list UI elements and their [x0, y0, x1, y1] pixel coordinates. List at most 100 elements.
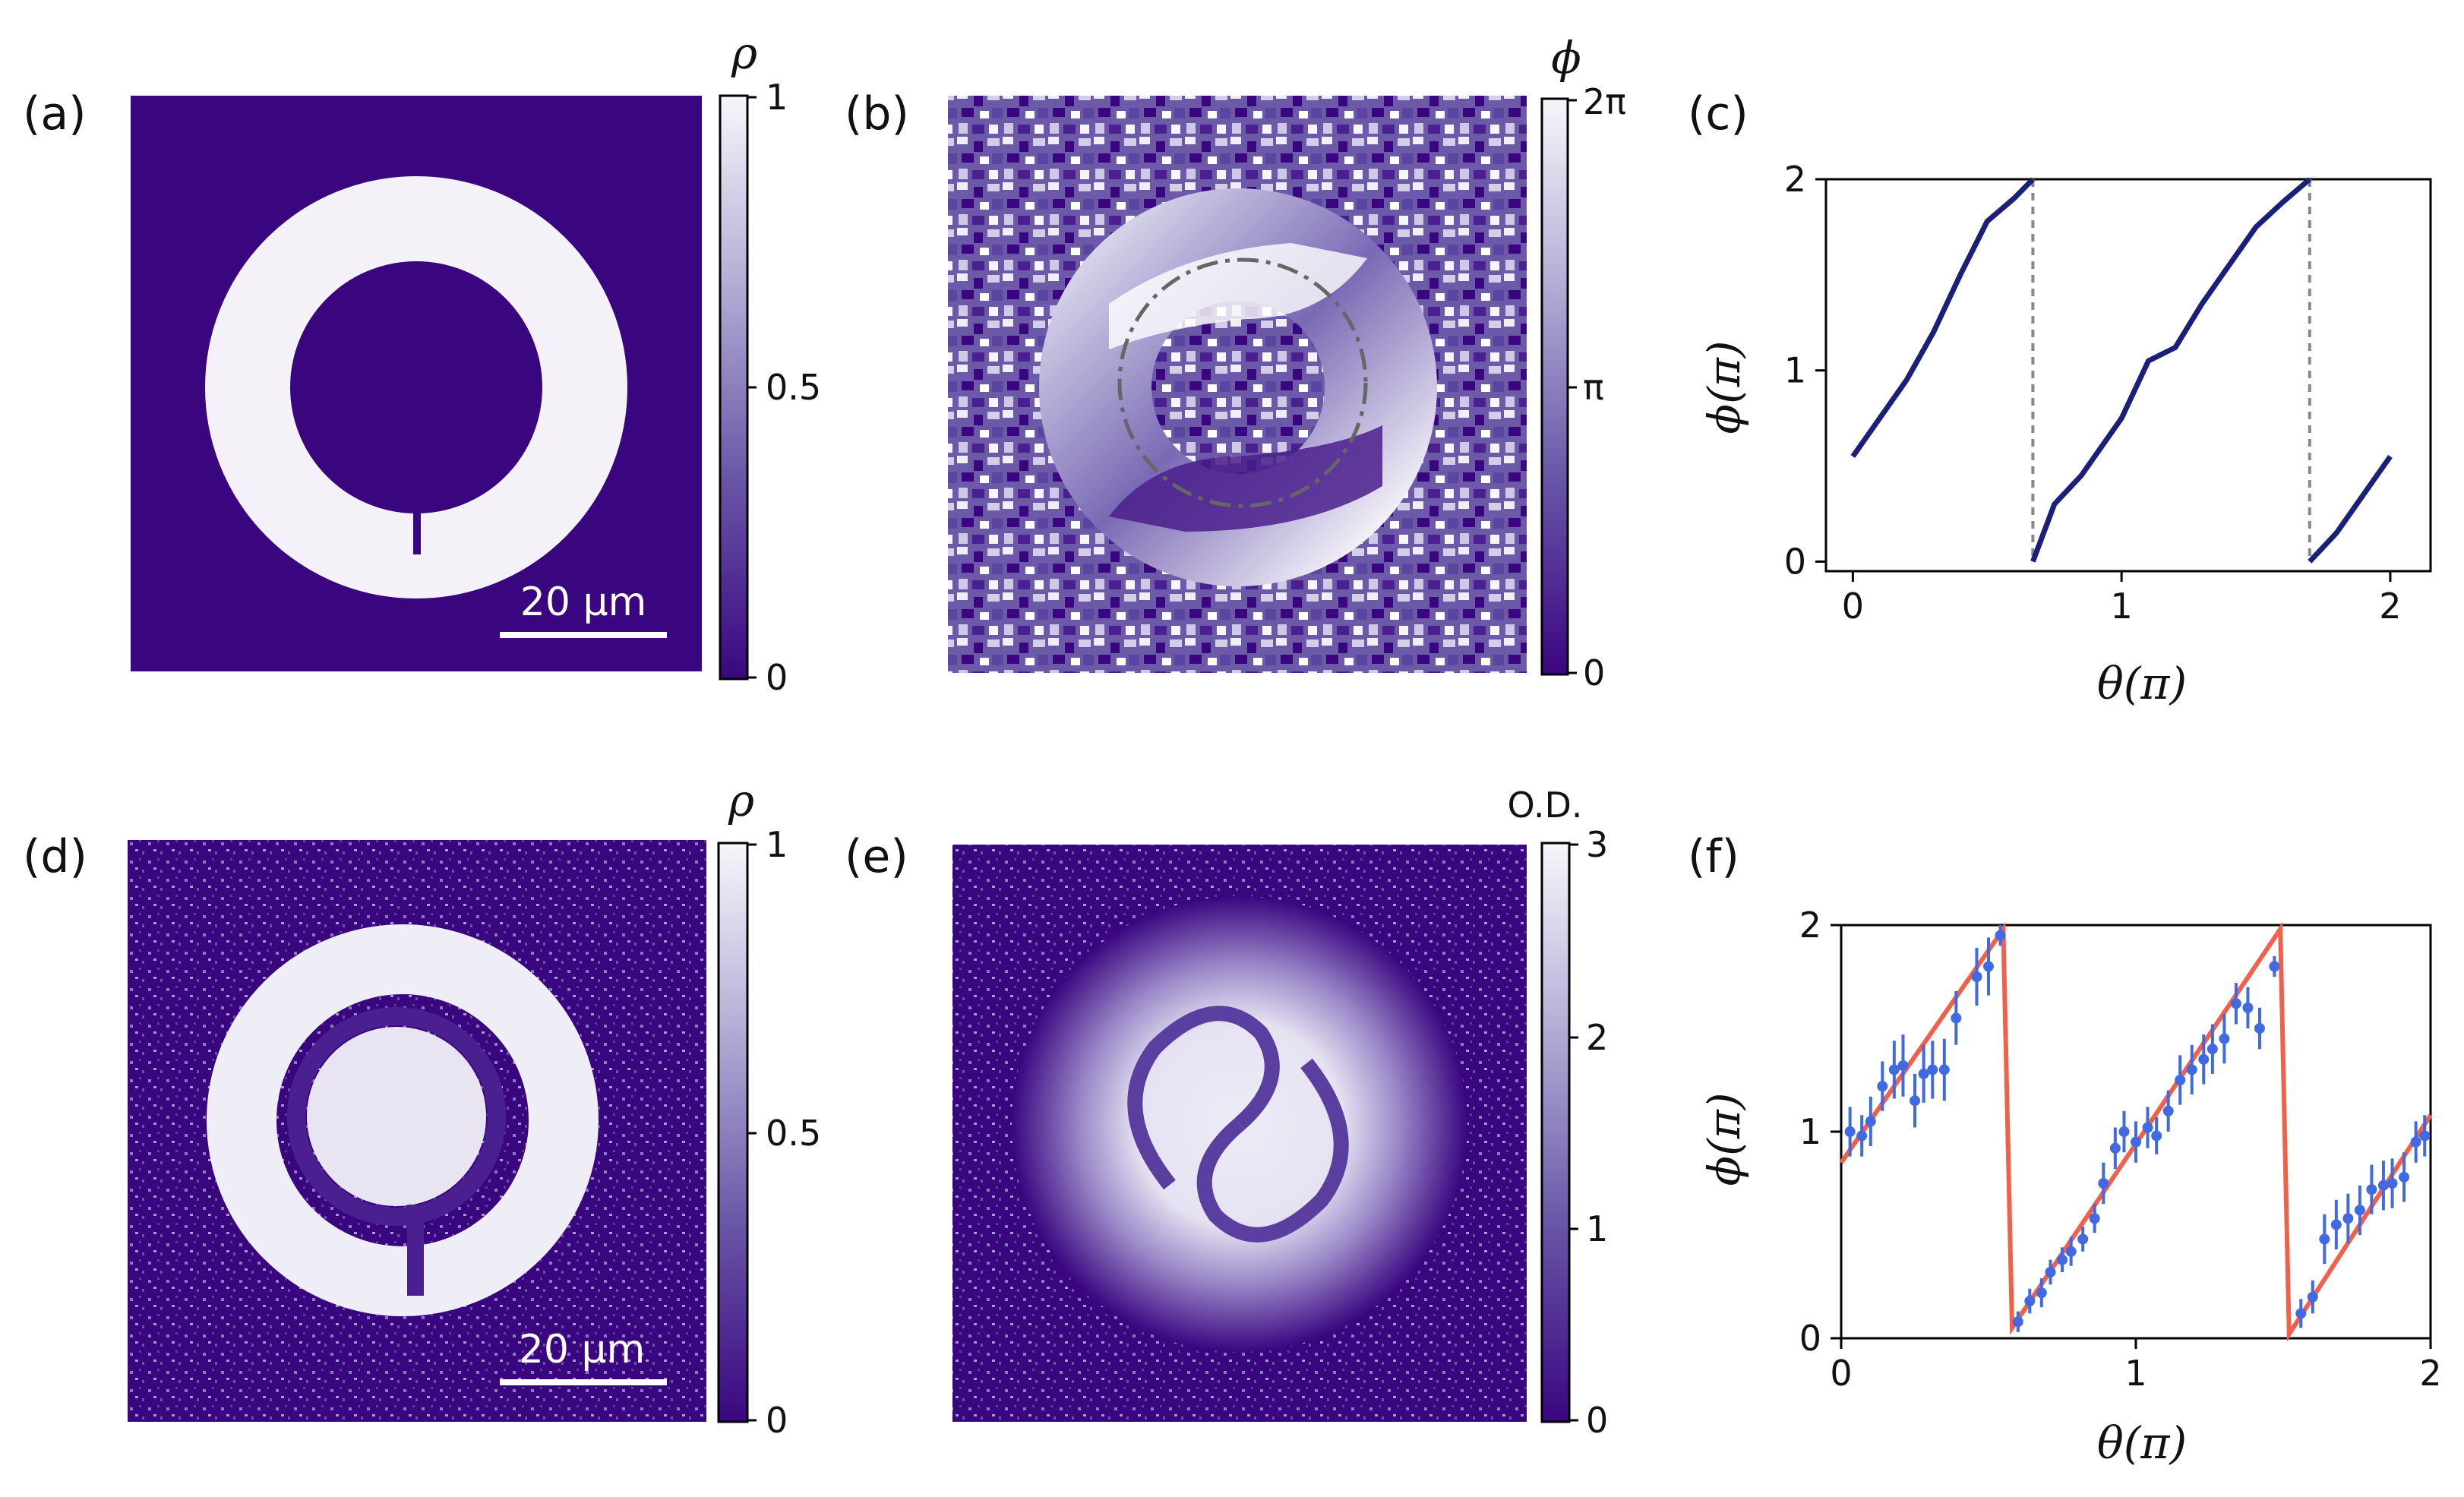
- data-point: [2319, 1233, 2330, 1245]
- y-tick-label: 2: [1784, 159, 1806, 200]
- data-point: [2295, 1308, 2307, 1319]
- data-point: [2219, 1033, 2230, 1044]
- data-point: [2089, 1213, 2100, 1224]
- x-tick-label: 2: [2379, 586, 2401, 627]
- panel-d-colorbar: ρ 1 0.5 0: [717, 775, 821, 1441]
- data-point: [1927, 1064, 1938, 1075]
- colorbar-d-tick: 1: [766, 824, 788, 865]
- panel-a-label: (a): [23, 87, 87, 141]
- colorbar-e-tick: 3: [1586, 824, 1608, 865]
- data-point: [2065, 1246, 2077, 1257]
- panel-f-xlabel: θ(π): [2097, 1417, 2187, 1469]
- data-point: [2118, 1126, 2130, 1137]
- panel-e-image: [952, 845, 1527, 1422]
- colorbar-a-tick: 0.5: [766, 367, 821, 408]
- panel-f-label: (f): [1688, 830, 1739, 883]
- data-point: [2377, 1180, 2389, 1191]
- data-point: [2045, 1266, 2056, 1278]
- colorbar-a-title: ρ: [731, 27, 757, 79]
- data-point: [2399, 1171, 2410, 1183]
- data-point: [2354, 1205, 2365, 1216]
- data-point: [2330, 1219, 2342, 1230]
- data-point: [2207, 1044, 2218, 1055]
- colorbar-a-tick: 0: [766, 657, 788, 698]
- panel-c-plot: 0 1 2 0 1 2: [1784, 159, 2432, 627]
- data-point: [2410, 1136, 2421, 1148]
- y-tick-label: 1: [1784, 350, 1806, 391]
- colorbar-d-tick: 0.5: [766, 1113, 821, 1154]
- measured-ring: [207, 924, 599, 1316]
- x-tick-label: 2: [2419, 1353, 2441, 1394]
- data-point: [1971, 971, 1982, 982]
- panel-e-label: (e): [845, 830, 908, 883]
- data-point: [1938, 1064, 1950, 1075]
- phase-curve: [1850, 177, 2035, 458]
- data-point: [2366, 1184, 2377, 1195]
- colorbar-a-tick: 1: [766, 77, 788, 118]
- measured-gap: [407, 1205, 424, 1296]
- panel-f-plot: 0 1 2 0 1 2: [1799, 905, 2442, 1394]
- panel-a-image: 20 μm: [131, 96, 702, 671]
- data-point: [2109, 1142, 2121, 1154]
- data-point: [1844, 1126, 1856, 1137]
- phase-curve: [2308, 454, 2393, 564]
- colorbar-e-tick: 0: [1586, 1400, 1608, 1441]
- data-point: [2198, 1053, 2210, 1065]
- data-point: [2242, 1002, 2254, 1013]
- x-tick-label: 0: [1830, 1353, 1852, 1394]
- data-point: [2419, 1130, 2431, 1142]
- ring: [205, 176, 627, 598]
- colorbar-d-title: ρ: [728, 775, 754, 826]
- data-point: [1951, 1012, 1962, 1024]
- core-noise: [1193, 342, 1284, 433]
- phase-light-arm: [1109, 243, 1367, 349]
- phase-dark-arm: [1109, 425, 1382, 532]
- data-point: [2036, 1287, 2047, 1299]
- data-point: [2077, 1233, 2089, 1245]
- scale-bar-label: 20 μm: [519, 1327, 645, 1372]
- panel-d-label: (d): [23, 830, 87, 883]
- x-tick-label: 1: [2111, 586, 2133, 627]
- spiral-arm: [1196, 1058, 1349, 1243]
- data-point: [1918, 1068, 1929, 1079]
- y-tick-label: 0: [1799, 1318, 1821, 1359]
- dash-dot-circle: [1117, 257, 1368, 508]
- panel-c-ylabel: ϕ(π): [1698, 341, 1750, 434]
- data-point: [2057, 1254, 2068, 1265]
- colorbar-e-title: O.D.: [1507, 785, 1582, 826]
- data-point: [2186, 1064, 2197, 1075]
- data-point: [2342, 1213, 2354, 1224]
- colorbar-b-title: ϕ: [1551, 32, 1581, 84]
- data-point: [1910, 1095, 1920, 1107]
- y-tick-label: 2: [1799, 905, 1821, 946]
- panel-b-colorbar: ϕ 2π π 0: [1540, 32, 1626, 693]
- data-point: [2387, 1178, 2398, 1189]
- data-point: [1983, 961, 1994, 972]
- panel-e-colorbar: O.D. 3 2 1 0: [1507, 785, 1608, 1441]
- ring-gap: [413, 459, 421, 554]
- data-point: [2230, 998, 2241, 1009]
- panel-a-colorbar: ρ 1 0.5 0: [719, 27, 821, 698]
- data-point: [2175, 1075, 2186, 1085]
- panel-b-label: (b): [845, 87, 909, 141]
- colorbar-e-tick: 2: [1586, 1017, 1608, 1058]
- panel-c-label: (c): [1688, 87, 1748, 141]
- panel-b-image: [948, 96, 1527, 673]
- data-point: [2254, 1023, 2265, 1034]
- data-point: [2024, 1296, 2036, 1307]
- data-point: [1856, 1130, 1868, 1142]
- plot-frame: [1824, 178, 2432, 573]
- data-point: [1995, 930, 2006, 941]
- panel-c-xlabel: θ(π): [2097, 658, 2187, 709]
- data-point: [1897, 1060, 1909, 1071]
- dark-ring: [287, 1007, 506, 1226]
- colorbar-b-tick: π: [1583, 367, 1604, 408]
- panel-f-ylabel: ϕ(π): [1698, 1093, 1750, 1186]
- colorbar-b-tick: 2π: [1583, 81, 1626, 122]
- phase-curve: [2030, 177, 2312, 563]
- measured-core: [307, 1027, 486, 1206]
- data-point: [2269, 961, 2280, 972]
- spiral-arm: [1127, 1006, 1280, 1190]
- data-point: [1888, 1064, 1900, 1075]
